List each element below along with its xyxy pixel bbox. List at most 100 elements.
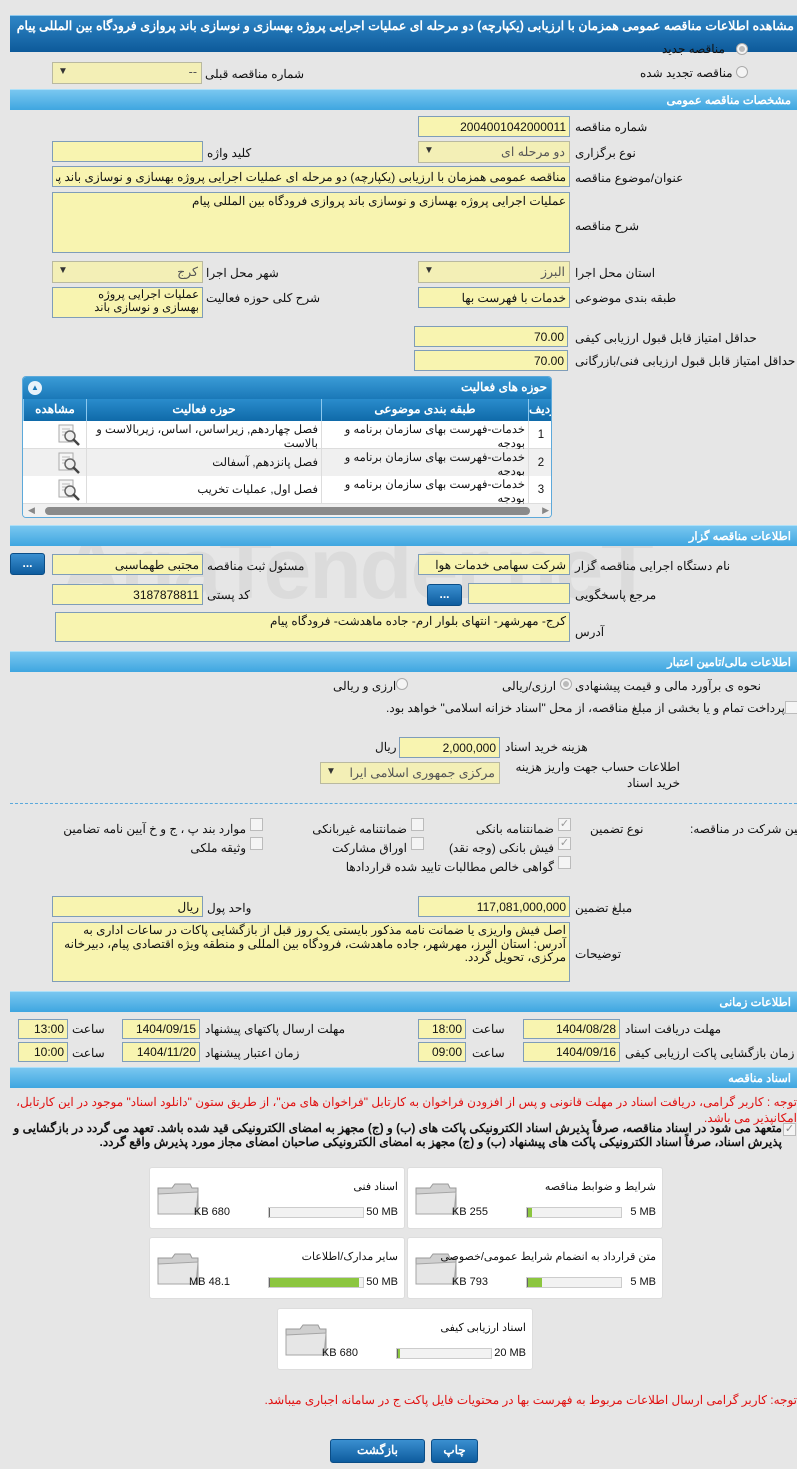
chevron-down-icon: ▼ — [424, 145, 434, 156]
guarantee-checkbox[interactable] — [411, 818, 424, 831]
registrar-field[interactable] — [52, 554, 203, 575]
radio-currency-and-rial[interactable] — [396, 678, 408, 690]
guarantee-option-label: ضمانتنامه غیربانکی — [312, 822, 407, 836]
quality-open-time[interactable] — [418, 1042, 466, 1062]
min-tech-field[interactable] — [414, 350, 568, 371]
subject-field[interactable] — [52, 166, 570, 187]
city-label: شهر محل اجرا — [206, 266, 279, 280]
scroll-right-icon[interactable]: ▶ — [542, 505, 549, 515]
col-field: حوزه فعالیت — [86, 399, 321, 421]
file-usage-fill — [269, 1278, 360, 1287]
file-max-size: 5 MB — [630, 1206, 656, 1218]
row-number: 3 — [528, 476, 551, 504]
file-box[interactable]: شرایط و ضوابط مناقصه 5 MB 255 KB — [407, 1167, 663, 1229]
back-button[interactable]: بازگشت — [330, 1439, 425, 1463]
org-field[interactable] — [418, 554, 570, 575]
activity-desc-label: شرح کلی حوزه فعالیت — [206, 291, 321, 305]
postal-field[interactable] — [52, 584, 203, 605]
scroll-left-icon[interactable]: ◀ — [28, 505, 35, 515]
currency-label: واحد پول — [207, 901, 252, 915]
min-quality-field[interactable] — [414, 326, 568, 347]
print-button[interactable]: چاپ — [431, 1439, 478, 1463]
file-box[interactable]: متن قرارداد به انضمام شرایط عمومی/خصوصی 5… — [407, 1237, 663, 1299]
table-row: 3 خدمات-فهرست بهای سازمان برنامه و بودجه ف… — [23, 476, 551, 505]
guarantee-checkbox[interactable] — [558, 856, 571, 869]
validity-time[interactable] — [18, 1042, 68, 1062]
guarantee-checkbox[interactable] — [411, 837, 424, 850]
new-tender-label: مناقصه جدید — [662, 42, 725, 56]
collapse-icon[interactable]: ▲ — [28, 381, 42, 395]
guarantee-type-label: نوع تضمین — [590, 822, 644, 836]
doc-fee-label: هزینه خرید اسناد — [505, 740, 588, 754]
notes-field[interactable]: اصل فیش واریزی یا ضمانت نامه مذکور بایست… — [52, 922, 570, 982]
activities-header: حوزه های فعالیت ▲ — [23, 377, 551, 399]
horizontal-scrollbar[interactable]: ◀ ▶ — [23, 504, 551, 517]
row-number: 1 — [528, 421, 551, 449]
activity-desc-field[interactable]: عملیات اجرایی پروژه بهسازی و نوسازی باند — [52, 287, 203, 318]
chevron-down-icon: ▼ — [424, 265, 434, 276]
reference-field[interactable] — [468, 583, 570, 604]
page-title: مشاهده اطلاعات مناقصه عمومی همزمان با ار… — [10, 15, 797, 52]
file-usage-bar — [396, 1348, 492, 1359]
scrollbar-thumb[interactable] — [45, 507, 530, 515]
amount-field[interactable] — [418, 896, 570, 917]
guarantee-checkbox[interactable] — [250, 837, 263, 850]
col-row: ردیف — [528, 399, 551, 421]
postal-label: کد پستی — [207, 588, 251, 602]
file-max-size: 50 MB — [366, 1276, 398, 1288]
renewed-tender-label: مناقصه تجدید شده — [640, 66, 733, 80]
province-select[interactable]: البرز ▼ — [418, 261, 570, 283]
file-max-size: 50 MB — [366, 1206, 398, 1218]
validity-label: زمان اعتبار پیشنهاد — [205, 1046, 300, 1060]
address-field[interactable]: کرج- مهرشهر- انتهای بلوار ارم- جاده ماهد… — [55, 612, 570, 642]
amount-label: مبلغ تضمین — [575, 901, 633, 915]
prev-number-label: شماره مناقصه قبلی — [205, 67, 305, 81]
hour-label: ساعت — [72, 1046, 105, 1060]
guarantee-option-label: وثیقه ملکی — [190, 841, 246, 855]
submit-deadline-time[interactable] — [18, 1019, 68, 1039]
doc-deadline-time[interactable] — [418, 1019, 466, 1039]
guarantee-checkbox[interactable] — [250, 818, 263, 831]
treasury-checkbox[interactable] — [785, 701, 797, 714]
quality-open-label: زمان بازگشایی پاکت ارزیابی کیفی — [625, 1046, 795, 1060]
min-quality-label: حداقل امتیاز قابل قبول ارزیابی کیفی — [575, 331, 757, 345]
submit-deadline-date[interactable] — [122, 1019, 200, 1039]
view-magnifier-icon[interactable] — [57, 479, 81, 501]
doc-deadline-label: مهلت دریافت اسناد — [625, 1022, 722, 1036]
category-field[interactable] — [418, 287, 570, 308]
validity-date[interactable] — [122, 1042, 200, 1062]
city-select[interactable]: کرج ▼ — [52, 261, 203, 283]
reference-more-button[interactable]: ... — [427, 584, 462, 606]
reference-label: مرجع پاسخگویی — [575, 588, 657, 602]
file-box[interactable]: اسناد فنی 50 MB 680 KB — [149, 1167, 405, 1229]
registrar-more-button[interactable]: ... — [10, 553, 45, 575]
holding-type-select[interactable]: دو مرحله ای ▼ — [418, 141, 570, 163]
quality-open-date[interactable] — [523, 1042, 620, 1062]
doc-fee-field[interactable] — [399, 737, 500, 758]
view-magnifier-icon[interactable] — [57, 452, 81, 474]
guarantee-option-label: اوراق مشارکت — [332, 841, 407, 855]
prev-number-select[interactable]: -- ▼ — [52, 62, 202, 84]
tender-number-field[interactable] — [418, 116, 570, 137]
description-field[interactable]: عملیات اجرایی پروژه بهسازی و نوسازی باند… — [52, 192, 570, 253]
guarantee-checkbox[interactable]: ✓ — [558, 837, 571, 850]
guarantee-checkbox[interactable]: ✓ — [558, 818, 571, 831]
currency-field[interactable] — [52, 896, 203, 917]
doc-deadline-date[interactable] — [523, 1019, 620, 1039]
chevron-down-icon: ▼ — [326, 766, 336, 777]
col-category: طبقه بندی موضوعی — [321, 399, 528, 421]
account-select[interactable]: مرکزی جمهوری اسلامی ایرا ▼ — [320, 762, 500, 784]
account-label: اطلاعات حساب جهت واریز هزینه خرید اسناد — [515, 760, 680, 790]
file-box[interactable]: اسناد ارزیابی کیفی 20 MB 680 KB — [277, 1308, 533, 1370]
radio-renewed-tender[interactable] — [736, 66, 748, 78]
commitment-checkbox[interactable]: ✓ — [783, 1123, 796, 1136]
radio-new-tender[interactable] — [736, 43, 748, 55]
prev-number-value: -- — [188, 65, 197, 79]
guarantee-option-label: گواهی خالص مطالبات تایید شده قراردادها — [345, 860, 554, 874]
hour-label: ساعت — [472, 1022, 505, 1036]
radio-currency-rial[interactable] — [560, 678, 572, 690]
view-magnifier-icon[interactable] — [57, 424, 81, 446]
estimate-label: نحوه ی برآورد مالی و قیمت پیشنهادی — [575, 679, 762, 693]
keyword-field[interactable] — [52, 141, 203, 162]
